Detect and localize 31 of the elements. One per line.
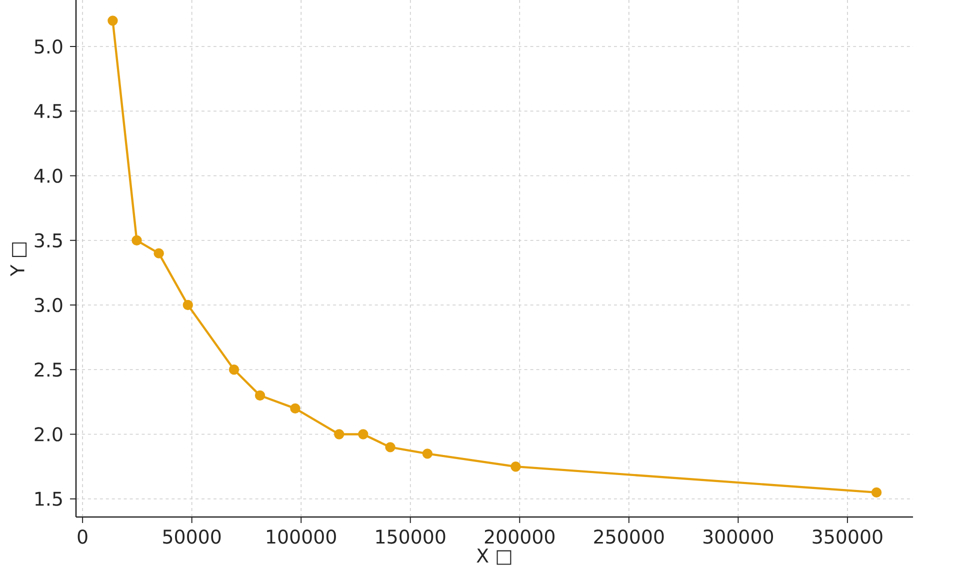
point <box>871 487 882 498</box>
point <box>422 448 433 459</box>
point <box>385 442 396 452</box>
x-tick-label: 300000 <box>703 530 774 544</box>
point <box>334 429 344 440</box>
point <box>254 390 266 401</box>
point <box>154 248 164 258</box>
point <box>510 462 521 472</box>
y-tick-label: 3.5 <box>34 233 62 248</box>
x-tick-label: 150000 <box>376 530 446 544</box>
y-tick-label: 4.0 <box>34 168 62 183</box>
point <box>132 235 142 246</box>
y-tick-label: 5.0 <box>34 39 62 54</box>
point <box>228 364 240 375</box>
x-tick-label: 200000 <box>484 530 554 544</box>
x-tick-label: 100000 <box>267 530 336 544</box>
x-tick-label: 250000 <box>594 530 664 544</box>
y-axis-title: Y □ <box>10 242 27 276</box>
y-tick-label: 2.5 <box>34 362 62 377</box>
x-tick-label: 350000 <box>812 530 882 544</box>
y-tick-label: 2.0 <box>34 427 62 442</box>
y-tick-label: 3.0 <box>34 298 62 312</box>
x-axis-title: X □ <box>476 548 512 565</box>
y-tick-label: 1.5 <box>35 492 62 506</box>
point <box>108 16 118 26</box>
x-tick-label: 0 <box>78 530 88 544</box>
point <box>358 429 368 440</box>
x-tick-label: 50000 <box>163 530 221 544</box>
point <box>290 403 300 414</box>
point <box>182 300 193 310</box>
y-tick-label: 4.5 <box>34 104 62 118</box>
